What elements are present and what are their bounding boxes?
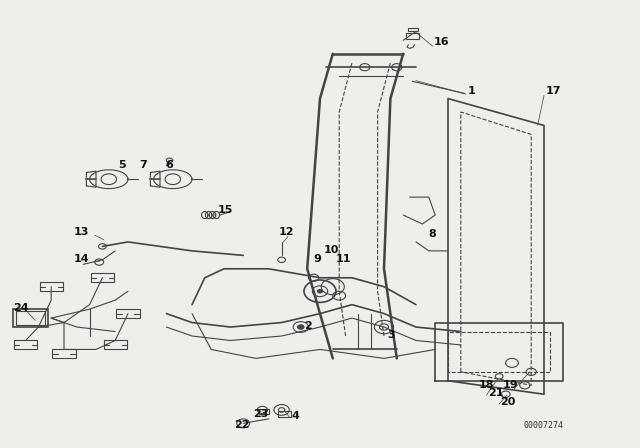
Bar [52,349,76,358]
Text: 15: 15 [218,205,233,215]
Bar [14,340,37,349]
Text: 11: 11 [336,254,351,264]
Circle shape [298,325,304,329]
Text: 5: 5 [118,160,126,170]
Text: 13: 13 [74,227,89,237]
Text: 14: 14 [74,254,89,264]
Text: 20: 20 [500,397,516,407]
Bar [13,309,48,327]
Text: 23: 23 [253,409,268,418]
Bar [104,340,127,349]
Bar [408,28,418,31]
Text: 2: 2 [304,321,312,331]
Text: 9: 9 [314,254,321,264]
Bar [40,282,63,291]
Bar [259,409,269,414]
Text: 17: 17 [545,86,561,96]
Text: 6: 6 [165,160,173,170]
Text: 1: 1 [467,86,475,96]
Text: 18: 18 [479,379,494,389]
Bar [406,33,419,39]
Bar [16,311,45,325]
Text: 16: 16 [434,37,449,47]
Text: 7: 7 [140,160,147,170]
Text: 24: 24 [13,303,28,313]
Text: 19: 19 [502,379,518,389]
Text: 22: 22 [234,420,250,430]
Text: 8: 8 [429,229,436,239]
Text: 4: 4 [291,411,299,421]
Text: 21: 21 [488,388,503,398]
Bar [91,273,114,282]
Bar [278,411,291,417]
Text: 3: 3 [387,330,395,340]
Circle shape [317,289,323,293]
Text: 10: 10 [323,245,339,255]
Bar [116,309,140,318]
Text: 12: 12 [279,227,294,237]
Text: 00007274: 00007274 [524,421,563,430]
